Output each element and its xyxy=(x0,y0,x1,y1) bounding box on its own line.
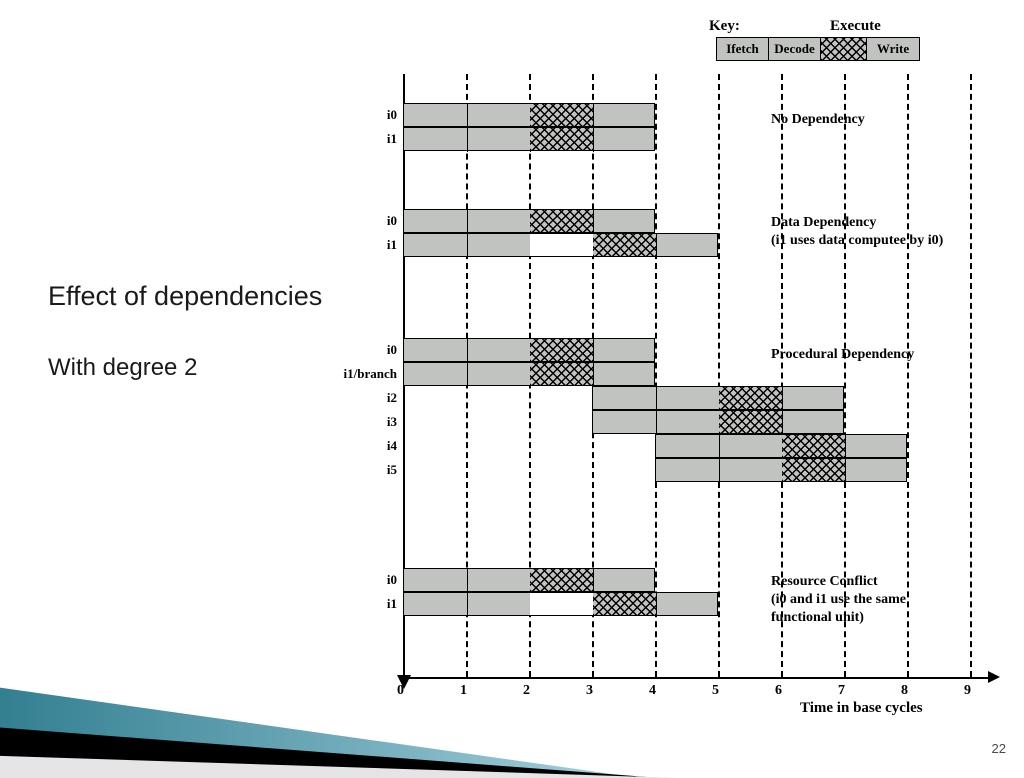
x-tick-label: 1 xyxy=(460,683,467,699)
stage-divider xyxy=(719,434,720,459)
execute-stage xyxy=(593,593,656,615)
row-label: i1 xyxy=(318,596,397,612)
execute-stage xyxy=(530,104,593,126)
pipeline-bar xyxy=(403,127,655,151)
key-box: IfetchDecode Write xyxy=(716,37,920,61)
pipeline-stall xyxy=(530,593,593,615)
execute-stage xyxy=(782,435,845,457)
x-tick-label: 3 xyxy=(586,683,593,699)
x-tick-label: 7 xyxy=(838,683,845,699)
row-label: i4 xyxy=(318,438,397,454)
row-label: i3 xyxy=(318,414,397,430)
stage-divider xyxy=(467,592,468,617)
pipeline-bar xyxy=(403,568,655,592)
row-label: i5 xyxy=(318,462,397,478)
group-label: Resource Conflict xyxy=(771,573,878,591)
key-label: Key: xyxy=(709,18,740,35)
group-label: (i1 uses data computee by i0) xyxy=(771,232,943,250)
pipeline-diagram: Key: Execute IfetchDecode Write 0 1 2 3 4 5 6 7 8 9 Ti… xyxy=(318,20,1008,740)
x-axis-title: Time in base cycles xyxy=(800,700,923,717)
key-cell xyxy=(821,38,867,60)
execute-stage xyxy=(530,569,593,591)
row-label: i0 xyxy=(318,107,397,123)
execute-stage xyxy=(530,210,593,232)
stage-divider xyxy=(593,127,594,152)
stage-divider xyxy=(467,103,468,128)
pipeline-bar xyxy=(403,362,655,386)
row-label: i1 xyxy=(318,237,397,253)
pipeline-bar xyxy=(403,233,718,257)
stage-divider xyxy=(656,410,657,435)
stage-divider xyxy=(467,338,468,363)
x-tick-label: 6 xyxy=(775,683,782,699)
row-label: i0 xyxy=(318,572,397,588)
pipeline-bar xyxy=(592,410,844,434)
pipeline-stall xyxy=(530,234,593,256)
page-number: 22 xyxy=(992,741,1006,756)
stage-divider xyxy=(782,410,783,435)
stage-divider xyxy=(719,458,720,483)
key-cell: Write xyxy=(867,38,919,60)
execute-stage xyxy=(719,411,782,433)
stage-divider xyxy=(467,362,468,387)
stage-divider xyxy=(656,386,657,411)
group-label: Data Dependency xyxy=(771,214,876,232)
x-tick-label: 9 xyxy=(964,683,971,699)
x-tick-label: 0 xyxy=(397,683,404,699)
pipeline-bar xyxy=(403,338,655,362)
execute-stage xyxy=(530,363,593,385)
pipeline-bar xyxy=(655,434,907,458)
execute-stage xyxy=(782,459,845,481)
slide-title-line1: Effect of dependencies xyxy=(48,281,322,312)
group-label: No Dependency xyxy=(771,111,865,129)
stage-divider xyxy=(593,338,594,363)
row-label: i0 xyxy=(318,213,397,229)
row-label: i2 xyxy=(318,390,397,406)
stage-divider xyxy=(656,592,657,617)
stage-divider xyxy=(782,386,783,411)
stage-divider xyxy=(467,209,468,234)
pipeline-bar xyxy=(655,458,907,482)
x-axis-arrow xyxy=(988,671,1000,683)
stage-divider xyxy=(467,568,468,593)
stage-divider xyxy=(593,209,594,234)
stage-divider xyxy=(467,233,468,258)
execute-stage xyxy=(530,339,593,361)
stage-divider xyxy=(656,233,657,258)
row-label: i0 xyxy=(318,342,397,358)
pipeline-bar xyxy=(403,592,718,616)
grid-line xyxy=(718,74,720,677)
x-tick-label: 2 xyxy=(523,683,530,699)
stage-divider xyxy=(467,127,468,152)
pipeline-bar xyxy=(592,386,844,410)
x-tick-label: 8 xyxy=(901,683,908,699)
row-label: i1/branch xyxy=(318,366,397,382)
stage-divider xyxy=(845,434,846,459)
grid-line xyxy=(970,74,972,677)
group-label: functional unit) xyxy=(771,609,864,627)
stage-divider xyxy=(593,362,594,387)
slide-title-line2: With degree 2 xyxy=(48,354,197,382)
key-cell: Ifetch xyxy=(717,38,769,60)
execute-label: Execute xyxy=(830,18,881,35)
grid-line xyxy=(907,74,909,677)
pipeline-bar xyxy=(403,103,655,127)
execute-stage xyxy=(719,387,782,409)
stage-divider xyxy=(593,103,594,128)
stage-divider xyxy=(845,458,846,483)
execute-stage xyxy=(530,128,593,150)
group-label: (i0 and i1 use the same xyxy=(771,591,906,609)
key-cell: Decode xyxy=(769,38,821,60)
x-tick-label: 4 xyxy=(649,683,656,699)
grid-line xyxy=(655,74,657,677)
x-tick-label: 5 xyxy=(712,683,719,699)
row-label: i1 xyxy=(318,131,397,147)
group-label: Procedural Dependency xyxy=(771,346,914,364)
stage-divider xyxy=(593,568,594,593)
x-axis-line xyxy=(403,677,990,679)
pipeline-bar xyxy=(403,209,655,233)
execute-stage xyxy=(593,234,656,256)
